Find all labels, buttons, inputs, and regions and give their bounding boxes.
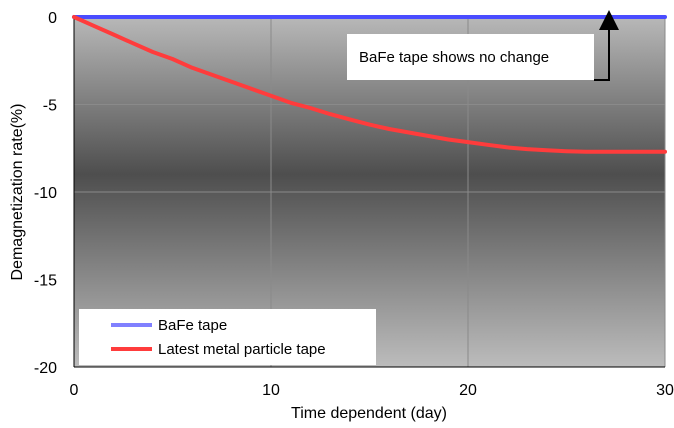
y-axis-title: Demagnetization rate(%)	[9, 104, 26, 281]
annotation-connector	[594, 10, 619, 81]
y-tick-label: -15	[34, 273, 57, 290]
x-tick-label: 30	[656, 382, 674, 399]
series-line-1	[72, 15, 667, 154]
x-tick-label: 0	[70, 382, 79, 399]
x-axis-title: Time dependent (day)	[291, 405, 447, 422]
legend-label-metal-particle: Latest metal particle tape	[158, 341, 326, 358]
annotation-text: BaFe tape shows no change	[359, 49, 549, 66]
y-tick-label: -10	[34, 185, 57, 202]
annotation-box	[347, 34, 594, 80]
x-tick-label: 10	[262, 382, 280, 399]
series-lines	[72, 15, 667, 154]
y-tick-label: -20	[34, 360, 57, 377]
axes: 0 10 20 30 0 -5 -10 -15 -20	[34, 10, 674, 399]
y-tick-label: -5	[43, 98, 57, 115]
annotation: BaFe tape shows no change	[347, 10, 619, 81]
x-tick-label: 20	[459, 382, 477, 399]
y-tick-label: 0	[48, 10, 57, 27]
legend-box	[79, 309, 376, 365]
legend-label-bafe: BaFe tape	[158, 317, 227, 334]
legend: BaFe tape Latest metal particle tape	[79, 309, 376, 365]
